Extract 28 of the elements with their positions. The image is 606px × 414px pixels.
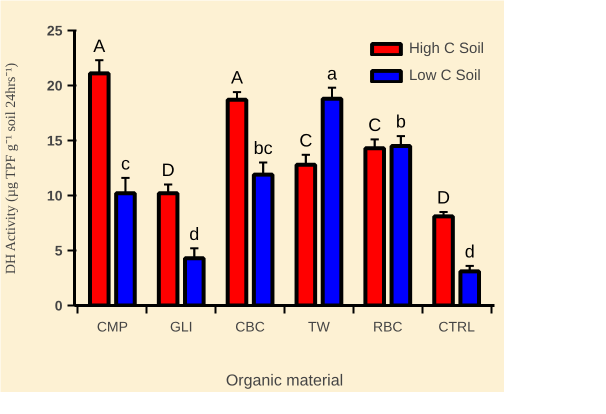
data-label: D [162, 160, 175, 180]
data-label: D [437, 188, 450, 208]
data-label: d [189, 224, 200, 244]
y-tick-label: 25 [46, 22, 63, 38]
x-tick-label: GLI [170, 318, 193, 334]
x-tick-label: CTRL [438, 318, 476, 334]
data-label: a [327, 63, 338, 84]
x-tick-label: CMP [96, 318, 128, 334]
x-tick-label: CBC [235, 318, 265, 334]
x-axis-title: Organic material [226, 372, 344, 390]
y-axis-title: DH Activity (µg TPF g⁻¹ soil 24hrs⁻¹) [4, 62, 19, 274]
data-label: bc [254, 138, 273, 158]
x-tick-label: TW [308, 318, 331, 334]
data-label: d [464, 242, 475, 262]
y-tick-label: 15 [46, 132, 63, 148]
data-label: C [299, 130, 312, 150]
y-tick-label: 0 [54, 298, 63, 314]
data-label: A [93, 36, 106, 56]
x-tick-label: RBC [373, 318, 403, 334]
data-label: C [368, 115, 382, 135]
legend-label: Low C Soil [408, 67, 481, 84]
data-label: b [396, 112, 406, 132]
data-label: c [120, 154, 130, 174]
y-tick-label: 20 [46, 78, 63, 94]
y-tick-label: 5 [54, 242, 63, 258]
legend-label: High C Soil [408, 40, 484, 57]
data-label: A [230, 68, 244, 88]
y-tick-label: 10 [46, 188, 63, 204]
